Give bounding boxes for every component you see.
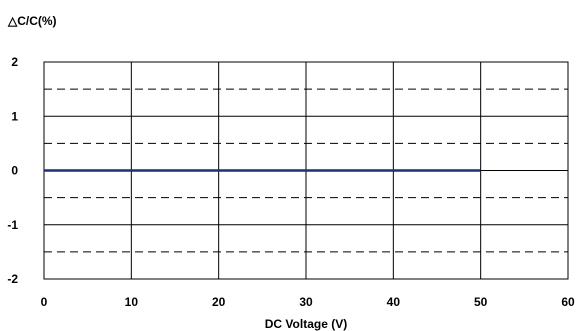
x-axis-label: DC Voltage (V) [265, 317, 347, 331]
x-tick-label: 30 [299, 295, 313, 309]
y-tick-label: -2 [7, 272, 18, 286]
x-tick-label: 10 [125, 295, 139, 309]
x-tick-label: 50 [474, 295, 488, 309]
x-tick-label: 20 [212, 295, 226, 309]
y-tick-label: 2 [11, 55, 18, 69]
x-tick-label: 0 [41, 295, 48, 309]
y-tick-label: 1 [11, 109, 18, 123]
y-tick-label: 0 [11, 164, 18, 178]
x-tick-label: 40 [387, 295, 401, 309]
x-tick-labels: 0 10 20 30 40 50 60 [41, 295, 575, 309]
y-tick-label: -1 [7, 218, 18, 232]
y-tick-labels: 2 1 0 -1 -2 [7, 55, 18, 286]
x-tick-label: 60 [561, 295, 575, 309]
chart-title: △C/C(%) [7, 14, 57, 28]
